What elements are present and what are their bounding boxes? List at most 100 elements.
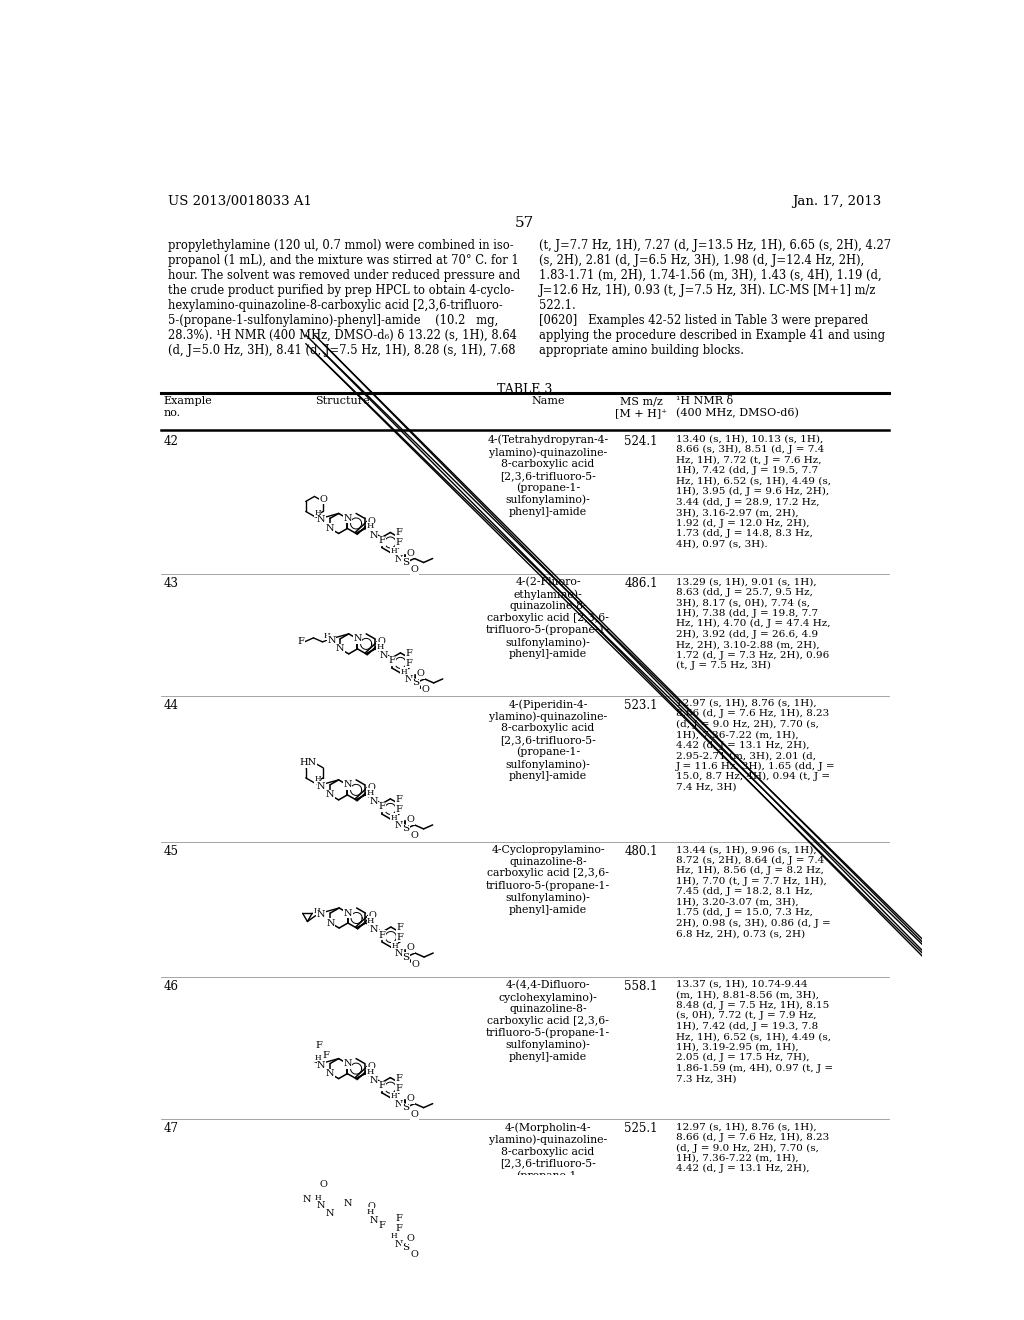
Text: ¹H NMR δ
(400 MHz, DMSO-d6): ¹H NMR δ (400 MHz, DMSO-d6): [676, 396, 799, 418]
Text: F: F: [406, 659, 413, 668]
Text: H: H: [391, 1092, 397, 1101]
Text: H: H: [314, 1053, 321, 1063]
Text: H: H: [377, 643, 384, 651]
Text: H: H: [391, 1233, 397, 1241]
Text: F: F: [395, 1224, 402, 1233]
Text: 13.37 (s, 1H), 10.74-9.44
(m, 1H), 8.81-8.56 (m, 3H),
8.48 (d, J = 7.5 Hz, 1H), : 13.37 (s, 1H), 10.74-9.44 (m, 1H), 8.81-…: [676, 979, 834, 1084]
Text: 47: 47: [164, 1122, 178, 1135]
Text: N: N: [317, 1061, 326, 1069]
Text: 42: 42: [164, 434, 178, 447]
Text: (t, J=7.7 Hz, 1H), 7.27 (d, J=13.5 Hz, 1H), 6.65 (s, 2H), 4.27
(s, 2H), 2.81 (d,: (t, J=7.7 Hz, 1H), 7.27 (d, J=13.5 Hz, 1…: [539, 239, 891, 358]
Text: Structure: Structure: [315, 396, 370, 407]
Text: N: N: [370, 531, 378, 540]
Text: N: N: [370, 925, 379, 935]
Text: 46: 46: [164, 979, 178, 993]
Text: F: F: [395, 1073, 402, 1082]
Text: 43: 43: [164, 577, 178, 590]
Text: H: H: [324, 632, 330, 640]
Text: F: F: [378, 1081, 385, 1090]
Text: O: O: [411, 1110, 419, 1119]
Text: O: O: [368, 783, 376, 792]
Text: H: H: [367, 917, 375, 925]
Text: F: F: [378, 1221, 385, 1230]
Text: H: H: [400, 668, 408, 676]
Text: 486.1: 486.1: [625, 577, 657, 590]
Text: 4-Cyclopropylamino-
quinazoline-8-
carboxylic acid [2,3,6-
trifluoro-5-(propane-: 4-Cyclopropylamino- quinazoline-8- carbo…: [486, 845, 610, 915]
Text: 558.1: 558.1: [625, 979, 657, 993]
Text: F: F: [395, 528, 402, 537]
Text: 57: 57: [515, 216, 535, 230]
Text: N: N: [394, 1100, 402, 1109]
Text: 12.97 (s, 1H), 8.76 (s, 1H),
8.66 (d, J = 7.6 Hz, 1H), 8.23
(d, J = 9.0 Hz, 2H),: 12.97 (s, 1H), 8.76 (s, 1H), 8.66 (d, J …: [676, 700, 836, 792]
Text: N: N: [394, 554, 402, 564]
Text: N: N: [317, 1201, 326, 1210]
Text: N: N: [344, 908, 352, 917]
Text: H: H: [367, 789, 374, 797]
Text: H: H: [367, 523, 374, 531]
Text: F: F: [395, 1084, 402, 1093]
Text: O: O: [407, 549, 414, 558]
Text: Example
no.: Example no.: [164, 396, 212, 418]
Text: O: O: [411, 565, 419, 574]
Text: N: N: [302, 1196, 310, 1204]
Text: N: N: [343, 1059, 351, 1068]
Text: O: O: [368, 517, 376, 525]
Text: H: H: [367, 1208, 374, 1216]
Text: S: S: [402, 953, 410, 961]
Text: S: S: [401, 558, 409, 568]
Text: N: N: [394, 1239, 402, 1249]
Text: HN: HN: [300, 759, 316, 767]
Text: F: F: [378, 803, 385, 812]
Text: propylethylamine (120 ul, 0.7 mmol) were combined in iso-
propanol (1 mL), and t: propylethylamine (120 ul, 0.7 mmol) were…: [168, 239, 520, 358]
Text: N: N: [370, 1216, 378, 1225]
Text: 523.1: 523.1: [625, 700, 657, 711]
Text: 13.40 (s, 1H), 10.13 (s, 1H),
8.66 (s, 3H), 8.51 (d, J = 7.4
Hz, 1H), 7.72 (t, J: 13.40 (s, 1H), 10.13 (s, 1H), 8.66 (s, 3…: [676, 434, 830, 549]
Text: N: N: [327, 919, 335, 928]
Text: N: N: [326, 1209, 334, 1218]
Text: US 2013/0018033 A1: US 2013/0018033 A1: [168, 195, 312, 209]
Text: 4-(Tetrahydropyran-4-
ylamino)-quinazoline-
8-carboxylic acid
[2,3,6-trifluoro-5: 4-(Tetrahydropyran-4- ylamino)-quinazoli…: [487, 434, 608, 517]
Text: 524.1: 524.1: [625, 434, 657, 447]
Text: S: S: [412, 678, 419, 688]
Text: H: H: [367, 1068, 374, 1076]
Text: N: N: [394, 821, 402, 830]
Text: F: F: [396, 923, 403, 932]
Text: 525.1: 525.1: [625, 1122, 657, 1135]
Text: H: H: [314, 1195, 321, 1203]
Text: H: H: [391, 813, 397, 821]
Text: O: O: [369, 912, 376, 920]
Text: TABLE 3: TABLE 3: [497, 383, 553, 396]
Text: O: O: [421, 685, 429, 694]
Text: N: N: [343, 513, 351, 523]
Text: O: O: [407, 1234, 414, 1243]
Text: F: F: [298, 638, 305, 647]
Text: 12.97 (s, 1H), 8.76 (s, 1H),
8.66 (d, J = 7.6 Hz, 1H), 8.23
(d, J = 9.0 Hz, 2H),: 12.97 (s, 1H), 8.76 (s, 1H), 8.66 (d, J …: [676, 1122, 830, 1216]
Text: H: H: [391, 941, 397, 949]
Text: O: O: [411, 1250, 419, 1259]
Text: F: F: [395, 795, 402, 804]
Text: H: H: [314, 775, 321, 783]
Text: O: O: [407, 816, 414, 825]
Text: O: O: [416, 669, 424, 678]
Text: N: N: [336, 644, 344, 653]
Text: F: F: [388, 656, 395, 665]
Text: O: O: [411, 832, 419, 841]
Text: O: O: [368, 1063, 376, 1071]
Text: N: N: [343, 780, 351, 789]
Text: 4-(2-Fluoro-
ethylamino)-
quinazoline-8-
carboxylic acid [2,3,6-
trifluoro-5-(pr: 4-(2-Fluoro- ethylamino)- quinazoline-8-…: [486, 577, 610, 659]
Text: F: F: [406, 648, 413, 657]
Text: 480.1: 480.1: [625, 845, 657, 858]
Text: O: O: [368, 1203, 376, 1212]
Text: S: S: [401, 1243, 409, 1253]
Text: S: S: [401, 825, 409, 833]
Text: MS m/z
[M + H]⁺: MS m/z [M + H]⁺: [615, 396, 667, 418]
Text: N: N: [316, 909, 326, 919]
Text: F: F: [379, 931, 386, 940]
Text: N: N: [404, 675, 413, 684]
Text: H: H: [313, 907, 321, 915]
Text: O: O: [407, 944, 415, 953]
Text: 4-(4,4-Difluoro-
cyclohexylamino)-
quinazoline-8-
carboxylic acid [2,3,6-
triflu: 4-(4,4-Difluoro- cyclohexylamino)- quina…: [486, 979, 610, 1063]
Text: H: H: [391, 546, 397, 556]
Text: 13.29 (s, 1H), 9.01 (s, 1H),
8.63 (dd, J = 25.7, 9.5 Hz,
3H), 8.17 (s, 0H), 7.74: 13.29 (s, 1H), 9.01 (s, 1H), 8.63 (dd, J…: [676, 577, 830, 671]
Text: F: F: [396, 933, 403, 942]
